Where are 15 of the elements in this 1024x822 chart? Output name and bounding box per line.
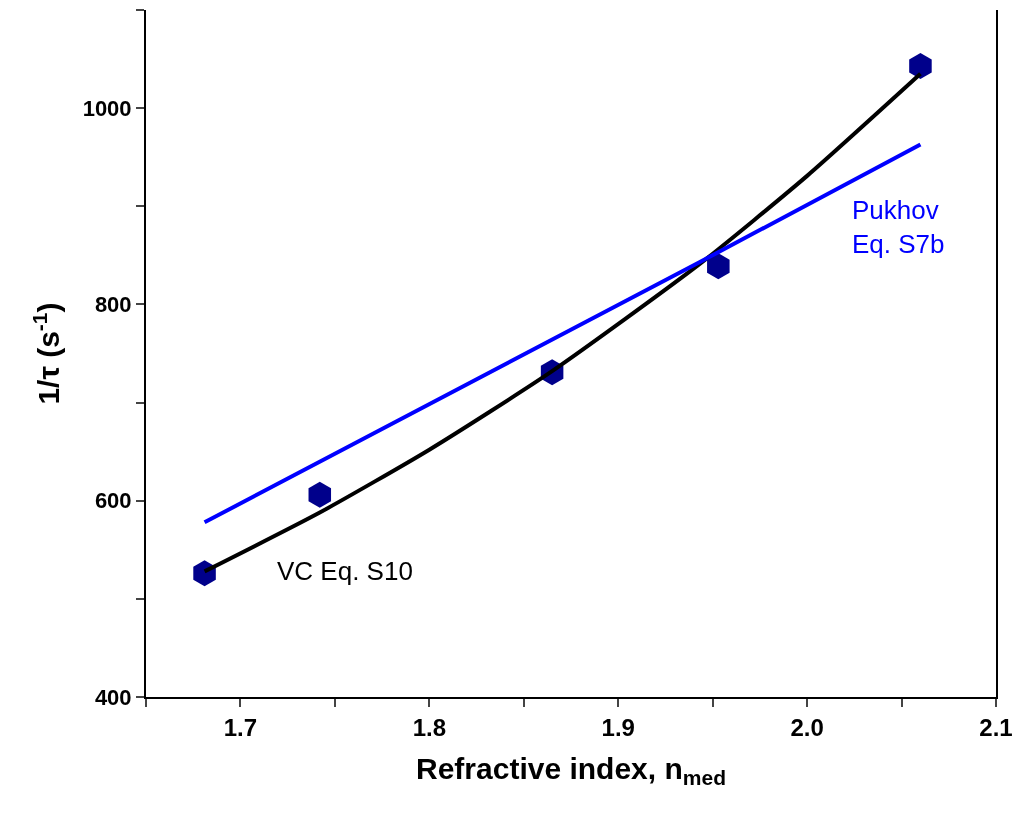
x-tick-label: 1.8 [412, 713, 447, 741]
y-tick-label: 800 [94, 292, 132, 318]
point [308, 481, 332, 508]
series-label: Pukhov Eq. S7b [852, 195, 945, 259]
x-tick-label: 2.0 [790, 713, 824, 741]
y-tick-label: 400 [94, 684, 132, 710]
x-tick-label: 1.7 [223, 713, 258, 741]
point [707, 253, 730, 280]
y-tick-label: 600 [94, 488, 132, 514]
point [909, 52, 932, 79]
x-tick-label: 1.9 [601, 713, 635, 741]
x-axis-title: Refractive index, n$_{med}$ [416, 751, 726, 790]
x-tick-label: 2.1 [979, 713, 1013, 741]
series-label: VC Eq. S10 [277, 556, 413, 586]
y-tick-label: 1000 [82, 95, 132, 121]
